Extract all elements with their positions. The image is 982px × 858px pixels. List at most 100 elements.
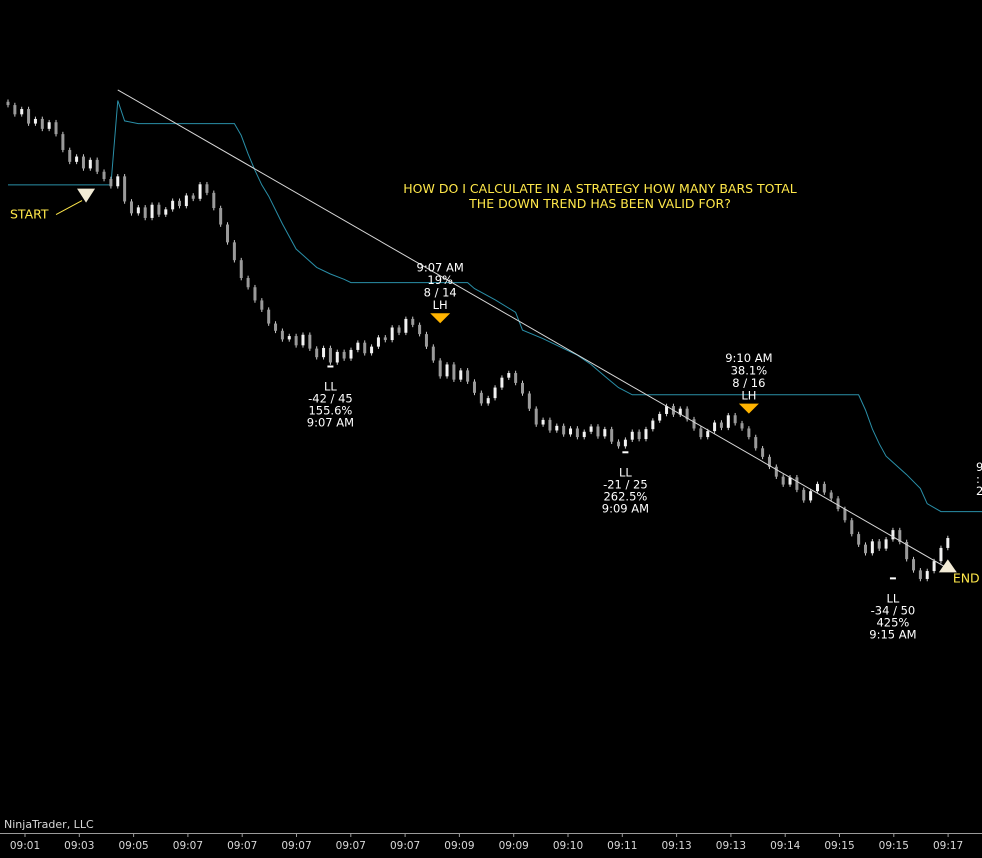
candle-body	[507, 373, 511, 378]
edge-label-fragment: 9	[976, 460, 982, 474]
trendline[interactable]	[117, 89, 949, 569]
candle-body	[260, 300, 264, 310]
candle-body	[40, 118, 44, 129]
candle-body	[308, 334, 312, 349]
candle-body	[20, 109, 24, 115]
x-tick-label: 09:09	[499, 840, 529, 852]
candle-body	[363, 342, 367, 354]
candle-body	[143, 207, 147, 218]
candle-body	[884, 539, 888, 549]
x-tick-label: 09:03	[64, 840, 94, 852]
candle-body	[651, 420, 655, 430]
ll-label-line: 262.5%	[603, 489, 647, 503]
candle-body	[829, 492, 833, 499]
ll-label-line: 9:09 AM	[602, 501, 649, 515]
lh-triangle	[738, 403, 759, 414]
ll-label-line: 9:07 AM	[307, 416, 354, 430]
candle-body	[527, 393, 531, 409]
candle-body	[898, 530, 902, 542]
candle-body	[109, 179, 113, 187]
candle-body	[493, 387, 497, 399]
candle-body	[850, 520, 854, 535]
candle-body	[754, 437, 758, 449]
candle-body	[459, 370, 463, 380]
candle-body	[555, 425, 559, 431]
candle-body	[219, 208, 223, 225]
candle-body	[479, 392, 483, 404]
candle-body	[569, 428, 573, 435]
candle-body	[61, 134, 65, 150]
candle-body	[864, 544, 867, 554]
candle-body	[692, 419, 696, 429]
x-tick-label: 09:11	[607, 840, 637, 852]
x-tick-label: 09:07	[336, 840, 366, 852]
candle-body	[349, 349, 353, 359]
candle-body	[171, 200, 175, 210]
candle-body	[617, 441, 621, 447]
candle-body	[726, 415, 730, 428]
candle-body	[500, 377, 504, 388]
candle-body	[397, 327, 401, 333]
x-tick-label: 09:05	[118, 840, 148, 852]
candle-body	[809, 491, 813, 501]
ll-label-line: -21 / 25	[603, 477, 648, 491]
x-tick-label: 09:07	[227, 840, 257, 852]
x-tick-label: 09:09	[444, 840, 474, 852]
candle-body	[424, 334, 428, 347]
trendline-layer[interactable]	[117, 89, 949, 569]
stop-line-layer	[8, 100, 982, 513]
candle-body	[418, 324, 422, 335]
candle-body	[431, 346, 435, 361]
edge-label-fragment: :	[976, 472, 980, 486]
candle-body	[939, 547, 943, 562]
x-tick-label: 09:15	[879, 840, 909, 852]
candle-body	[610, 429, 614, 442]
candle-body	[212, 192, 216, 209]
x-tick-label: 09:07	[390, 840, 420, 852]
candle-body	[33, 118, 37, 124]
candle-body	[129, 201, 133, 214]
candle-body	[918, 570, 922, 579]
candle-body	[822, 483, 826, 493]
candle-body	[287, 336, 291, 340]
candle-body	[116, 176, 120, 187]
candle-body	[178, 200, 181, 207]
candle-body	[198, 184, 202, 199]
candle-body	[795, 477, 799, 490]
candle-body	[370, 346, 374, 354]
candle-body	[232, 242, 236, 261]
ll-label-line: -42 / 45	[308, 392, 353, 406]
candle-body	[390, 327, 394, 341]
candle-body	[68, 149, 72, 162]
candle-body	[253, 287, 257, 301]
candle-body	[335, 351, 339, 363]
candle-body	[404, 318, 408, 333]
candle-body	[267, 309, 271, 324]
lh-label-line: LH	[433, 298, 448, 312]
candle-body	[719, 422, 723, 428]
candle-body	[274, 323, 278, 331]
candle-body	[452, 364, 456, 380]
candle-body	[315, 348, 319, 358]
candle-body	[157, 204, 161, 215]
x-tick-label: 09:15	[824, 840, 854, 852]
candle-body	[322, 347, 326, 358]
candle-body	[637, 431, 641, 440]
candle-body	[301, 334, 305, 346]
candle-body	[521, 382, 524, 394]
candle-body	[877, 541, 881, 549]
candle-body	[836, 498, 840, 509]
candle-body	[774, 466, 778, 477]
candle-body	[6, 101, 10, 106]
candle-body	[685, 408, 689, 420]
candle-body	[713, 422, 717, 432]
candle-body	[582, 431, 586, 438]
candle-body	[891, 530, 895, 540]
candle-body	[932, 561, 936, 572]
candle-body	[239, 260, 243, 278]
candle-body	[740, 423, 744, 429]
stop-line	[8, 100, 982, 513]
candle-body	[767, 456, 771, 467]
x-tick-label: 09:07	[173, 840, 203, 852]
